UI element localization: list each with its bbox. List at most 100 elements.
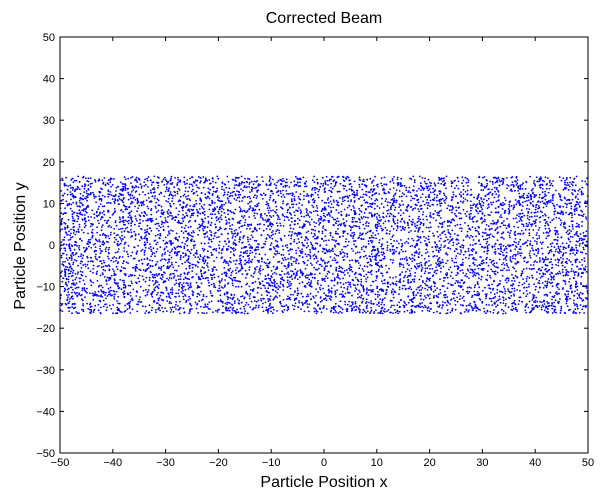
- scatter-point: [451, 198, 453, 201]
- scatter-point: [248, 208, 251, 211]
- scatter-point: [276, 296, 279, 299]
- scatter-point: [104, 195, 106, 198]
- scatter-point: [565, 295, 568, 298]
- scatter-point: [413, 278, 416, 281]
- scatter-point: [408, 226, 410, 229]
- scatter-point: [310, 211, 313, 214]
- scatter-point: [558, 270, 561, 273]
- scatter-point: [383, 188, 386, 191]
- scatter-point: [200, 299, 203, 302]
- scatter-point: [346, 175, 349, 178]
- scatter-point: [346, 269, 348, 271]
- scatter-point: [67, 259, 69, 261]
- scatter-point: [291, 192, 294, 195]
- scatter-point: [550, 278, 553, 281]
- scatter-point: [544, 273, 547, 275]
- scatter-point: [510, 308, 513, 311]
- scatter-point: [565, 302, 568, 305]
- scatter-point: [473, 286, 476, 289]
- scatter-point: [346, 288, 349, 290]
- scatter-point: [281, 207, 284, 210]
- scatter-point: [334, 232, 337, 235]
- scatter-point: [309, 254, 311, 256]
- scatter-point: [418, 289, 421, 292]
- scatter-point: [260, 298, 262, 300]
- scatter-point: [193, 231, 195, 234]
- scatter-point: [392, 182, 395, 184]
- scatter-point: [143, 185, 146, 187]
- scatter-point: [283, 180, 285, 182]
- scatter-point: [432, 235, 435, 237]
- scatter-point: [210, 251, 213, 254]
- scatter-point: [464, 198, 467, 201]
- scatter-point: [293, 185, 295, 187]
- scatter-point: [376, 227, 379, 230]
- scatter-point: [578, 226, 581, 229]
- scatter-point: [474, 307, 476, 309]
- scatter-point: [267, 312, 269, 314]
- scatter-point: [286, 211, 289, 214]
- scatter-point: [490, 222, 492, 225]
- scatter-point: [220, 218, 223, 221]
- scatter-point: [361, 217, 363, 220]
- scatter-point: [115, 234, 118, 237]
- scatter-point: [426, 289, 429, 291]
- scatter-point: [367, 271, 370, 274]
- scatter-point: [87, 193, 90, 195]
- scatter-point: [146, 291, 149, 294]
- scatter-point: [129, 214, 131, 217]
- scatter-point: [171, 287, 174, 289]
- scatter-point: [261, 260, 263, 263]
- scatter-point: [227, 262, 229, 264]
- scatter-point: [581, 264, 584, 266]
- scatter-point: [104, 250, 107, 253]
- scatter-point: [538, 237, 541, 239]
- scatter-point: [380, 251, 383, 254]
- scatter-point: [177, 289, 180, 291]
- scatter-point: [449, 311, 452, 314]
- scatter-point: [305, 211, 308, 214]
- scatter-point: [309, 251, 312, 254]
- scatter-point: [521, 301, 524, 303]
- scatter-point: [114, 312, 117, 315]
- scatter-point: [102, 243, 105, 246]
- scatter-point: [536, 211, 539, 213]
- scatter-point: [290, 264, 293, 266]
- scatter-point: [127, 193, 130, 196]
- scatter-point: [317, 267, 320, 270]
- scatter-point: [198, 286, 201, 288]
- scatter-point: [126, 220, 129, 223]
- scatter-point: [112, 312, 114, 315]
- scatter-point: [534, 208, 537, 211]
- scatter-point: [443, 230, 446, 233]
- scatter-point: [99, 306, 102, 309]
- scatter-point: [466, 275, 468, 278]
- scatter-point: [327, 184, 329, 186]
- scatter-point: [376, 249, 379, 252]
- scatter-point: [344, 303, 347, 306]
- scatter-point: [235, 228, 238, 231]
- scatter-point: [116, 312, 119, 314]
- scatter-point: [249, 289, 252, 291]
- scatter-point: [551, 194, 554, 197]
- scatter-point: [443, 179, 445, 182]
- scatter-point: [185, 206, 187, 208]
- scatter-point: [107, 183, 110, 186]
- scatter-point: [464, 250, 467, 253]
- scatter-point: [261, 280, 264, 283]
- scatter-point: [531, 309, 533, 311]
- scatter-point: [556, 236, 559, 239]
- scatter-point: [185, 195, 187, 198]
- scatter-point: [440, 202, 443, 205]
- scatter-point: [243, 210, 246, 213]
- scatter-point: [432, 280, 435, 283]
- scatter-point: [349, 305, 351, 307]
- scatter-point: [529, 194, 532, 196]
- scatter-point: [299, 209, 302, 212]
- scatter-point: [399, 279, 401, 282]
- scatter-point: [555, 248, 558, 251]
- scatter-point: [512, 217, 515, 220]
- scatter-point: [425, 215, 428, 218]
- scatter-point: [533, 267, 535, 270]
- scatter-point: [372, 185, 375, 187]
